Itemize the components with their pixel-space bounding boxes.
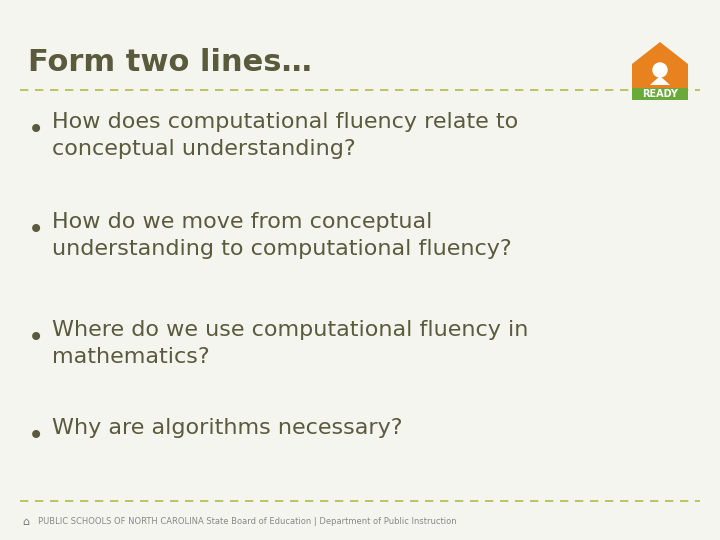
Polygon shape xyxy=(632,88,688,100)
Text: •: • xyxy=(28,116,44,144)
Text: ⌂: ⌂ xyxy=(22,517,29,527)
Circle shape xyxy=(653,63,667,77)
Text: Form two lines…: Form two lines… xyxy=(28,48,312,77)
Polygon shape xyxy=(632,42,688,100)
Text: How does computational fluency relate to
conceptual understanding?: How does computational fluency relate to… xyxy=(52,112,518,159)
Text: Why are algorithms necessary?: Why are algorithms necessary? xyxy=(52,418,402,438)
Text: •: • xyxy=(28,216,44,244)
Text: •: • xyxy=(28,422,44,450)
Text: Where do we use computational fluency in
mathematics?: Where do we use computational fluency in… xyxy=(52,320,528,367)
Text: •: • xyxy=(28,324,44,352)
Polygon shape xyxy=(650,76,670,85)
Text: PUBLIC SCHOOLS OF NORTH CAROLINA State Board of Education | Department of Public: PUBLIC SCHOOLS OF NORTH CAROLINA State B… xyxy=(38,517,456,526)
Text: READY: READY xyxy=(642,89,678,99)
Text: How do we move from conceptual
understanding to computational fluency?: How do we move from conceptual understan… xyxy=(52,212,512,259)
